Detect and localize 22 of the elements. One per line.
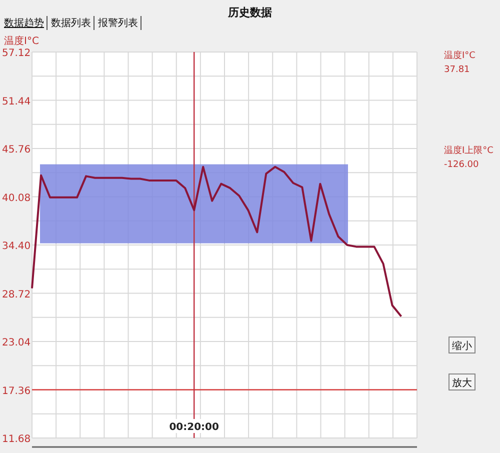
y-tick-label: 11.68 bbox=[2, 434, 31, 445]
text: 放大 bbox=[452, 377, 472, 389]
text: 温度I°C bbox=[444, 50, 476, 61]
y-axis-title: 温度I°C bbox=[4, 35, 39, 47]
text: 数据列表 bbox=[51, 17, 91, 29]
text: 报警列表 bbox=[97, 17, 138, 29]
y-tick-label: 45.76 bbox=[2, 144, 31, 156]
y-tick-label: 40.08 bbox=[2, 192, 31, 204]
y-tick-label: 17.36 bbox=[2, 386, 31, 397]
text: -126.00 bbox=[444, 160, 480, 170]
chart-title: 历史数据 bbox=[227, 6, 272, 19]
y-tick-label: 57.12 bbox=[2, 48, 31, 59]
x-tick-label: 00:20:00 bbox=[169, 422, 220, 433]
line-series bbox=[31, 166, 402, 318]
text: 缩小 bbox=[452, 340, 472, 352]
y-tick-label: 23.04 bbox=[2, 338, 31, 348]
y-tick-label: 28.72 bbox=[2, 289, 31, 300]
text: 37.81 bbox=[444, 65, 470, 75]
text: 温度I上限°C bbox=[444, 145, 494, 156]
text: 数据趋势 bbox=[4, 17, 44, 29]
y-tick-label: 34.40 bbox=[2, 241, 31, 252]
y-tick-label: 51.44 bbox=[2, 96, 31, 108]
